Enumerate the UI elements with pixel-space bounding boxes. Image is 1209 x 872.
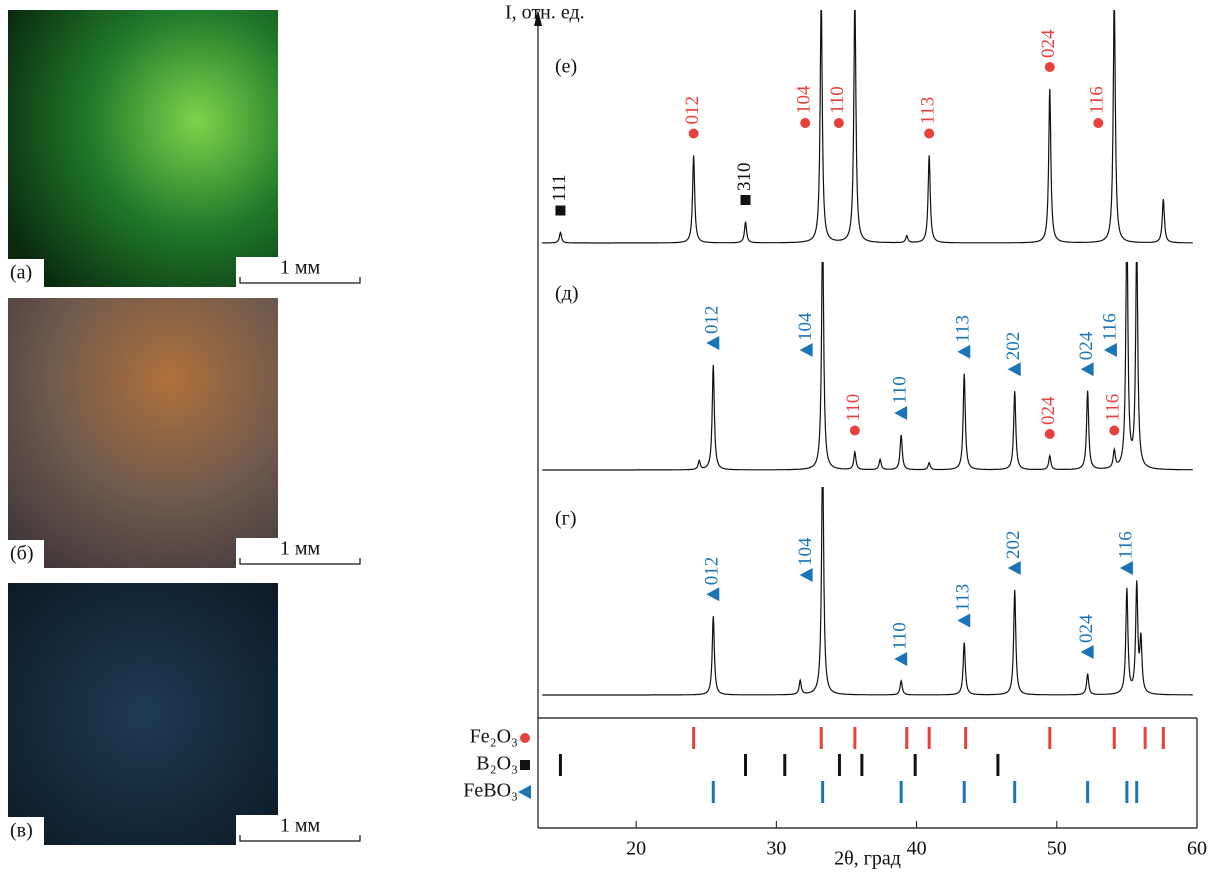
peak-label: 104 — [794, 85, 815, 114]
scale-bar — [239, 277, 361, 284]
y-axis-arrow — [534, 10, 542, 26]
marker-triangle — [894, 406, 908, 420]
marker-triangle — [1103, 343, 1117, 357]
scale-box — [236, 815, 362, 847]
marker-triangle — [957, 613, 971, 628]
photo-a — [8, 10, 278, 287]
marker-circle — [924, 128, 935, 139]
xrd-chart: I, отн. ед. 20 30 40 50 60 2θ, град Fe₂O₃ B₂O₃ Fe… — [463, 2, 1207, 870]
label-box — [8, 259, 44, 287]
scale-bar — [239, 558, 361, 565]
peak-label: 024 — [1076, 614, 1097, 643]
marker-triangle — [1119, 561, 1133, 575]
peak-label: 113 — [918, 97, 939, 125]
marker-square — [520, 760, 530, 770]
marker-circle — [1109, 425, 1120, 436]
marker-circle — [849, 425, 860, 436]
diffraction-trace — [542, 262, 1193, 471]
marker-triangle — [799, 343, 813, 357]
label-box — [8, 540, 44, 568]
peak-label: 111 — [549, 174, 570, 201]
scale-bar — [239, 835, 361, 842]
peak-label: 012 — [682, 96, 703, 125]
photo-b — [8, 298, 278, 568]
peak-label: 116 — [1103, 394, 1124, 422]
peak-label: 110 — [890, 622, 911, 650]
marker-circle — [833, 118, 844, 128]
peak-label: 310 — [734, 163, 755, 192]
marker-circle — [1093, 118, 1104, 128]
marker-square — [555, 205, 566, 216]
marker-circle — [1044, 62, 1055, 72]
panel-label: (е) — [555, 56, 577, 78]
peak-label: 116 — [1115, 531, 1136, 559]
peak-label: 202 — [1003, 332, 1024, 361]
marker-triangle — [799, 568, 813, 582]
marker-triangle — [706, 587, 720, 602]
peak-label: 104 — [795, 537, 816, 566]
x-tick-label: 20 — [626, 838, 646, 860]
x-tick-label: 60 — [1187, 838, 1207, 860]
peak-label: 110 — [890, 376, 911, 404]
marker-triangle — [1007, 362, 1021, 377]
peak-label: 110 — [827, 86, 848, 114]
peak-label: 113 — [953, 584, 974, 612]
scale-label: 1 мм — [280, 815, 321, 837]
diffraction-trace — [542, 10, 1193, 244]
peak-label: 024 — [1038, 396, 1059, 425]
marker-circle — [1044, 429, 1055, 439]
label-box — [8, 817, 44, 845]
peak-label: 104 — [795, 312, 816, 341]
panel-label: (д) — [555, 283, 579, 305]
peak-label: 116 — [1087, 86, 1108, 114]
photo-label: (а) — [10, 262, 32, 284]
peak-label: 012 — [702, 557, 723, 586]
x-tick-label: 50 — [1047, 838, 1067, 860]
scale-label: 1 мм — [280, 257, 321, 279]
marker-circle — [800, 118, 811, 128]
peak-label: 202 — [1003, 531, 1024, 560]
marker-circle — [688, 128, 699, 139]
marker-triangle — [706, 336, 720, 350]
peak-label: 024 — [1076, 331, 1097, 360]
marker-square — [740, 195, 751, 205]
legend-label: B₂O₃ — [476, 753, 518, 775]
peak-label: 012 — [702, 306, 723, 335]
scale-box — [236, 257, 362, 289]
photo-label: (в) — [10, 820, 33, 842]
peak-label: 113 — [953, 315, 974, 343]
y-axis-label: I, отн. ед. — [505, 2, 585, 24]
legend-label: Fe₂O₃ — [470, 726, 518, 748]
photos — [8, 10, 278, 845]
peak-label: 110 — [843, 394, 864, 422]
scale-label: 1 мм — [280, 538, 321, 560]
marker-triangle — [1080, 362, 1094, 377]
marker-triangle — [957, 344, 971, 359]
legend-label: FeBO₃ — [463, 780, 518, 802]
marker-triangle — [1007, 561, 1021, 575]
marker-triangle — [518, 785, 531, 799]
x-axis-label: 2θ, град — [834, 848, 901, 870]
peak-label: 116 — [1099, 313, 1120, 341]
photo-c — [8, 583, 278, 845]
x-tick-label: 40 — [907, 838, 927, 860]
marker-triangle — [894, 652, 908, 666]
marker-triangle — [1080, 645, 1094, 659]
panel-label: (г) — [555, 508, 577, 530]
peak-label: 024 — [1038, 29, 1059, 58]
photo-label: (б) — [10, 543, 34, 565]
scale-box — [236, 538, 362, 570]
x-tick-label: 30 — [766, 838, 786, 860]
marker-circle — [520, 733, 530, 743]
diffraction-trace — [542, 487, 1193, 696]
